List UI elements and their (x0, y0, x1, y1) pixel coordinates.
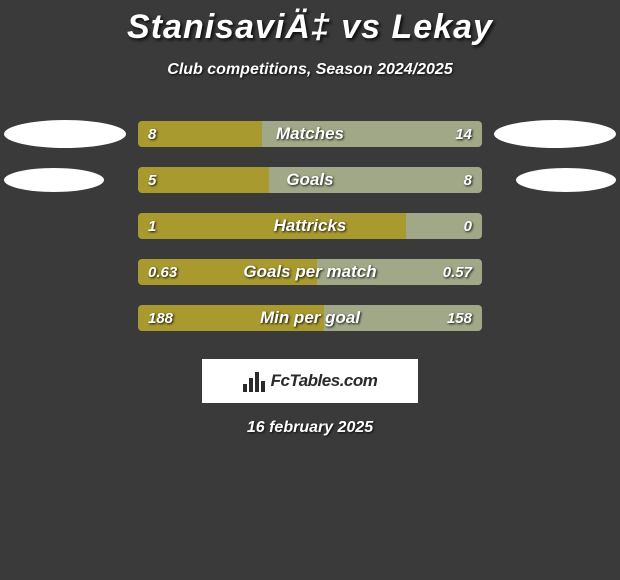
stat-bar-left (138, 121, 262, 147)
stat-bar-right (317, 259, 482, 285)
stat-row: 188Min per goal158 (10, 295, 610, 341)
page-title: StanisaviÄ‡ vs Lekay (0, 0, 620, 47)
stat-bar-right (269, 167, 482, 193)
stat-row: 0.63Goals per match0.57 (10, 249, 610, 295)
stat-bar-left (138, 259, 317, 285)
branding-text: FcTables.com (271, 371, 378, 391)
stat-bar-right (262, 121, 482, 147)
stat-bar-left (138, 167, 269, 193)
stat-bar: 0.63Goals per match0.57 (138, 259, 482, 285)
date-label: 16 february 2025 (0, 419, 620, 437)
stat-bar: 5Goals8 (138, 167, 482, 193)
stat-bar-right (406, 213, 482, 239)
bar-chart-icon (243, 370, 265, 392)
stat-bar-left (138, 305, 324, 331)
branding-box: FcTables.com (202, 359, 418, 403)
player-left-indicator (4, 168, 104, 192)
stat-bar: 188Min per goal158 (138, 305, 482, 331)
player-right-indicator (494, 120, 616, 148)
comparison-chart: 8Matches14 5Goals8 1Hattricks0 0.63Goals pe… (0, 111, 620, 341)
page-subtitle: Club competitions, Season 2024/2025 (0, 61, 620, 79)
stat-bar-left (138, 213, 406, 239)
stat-bar: 1Hattricks0 (138, 213, 482, 239)
player-right-indicator (516, 168, 616, 192)
stat-bar: 8Matches14 (138, 121, 482, 147)
player-left-indicator (4, 120, 126, 148)
stat-row: 1Hattricks0 (10, 203, 610, 249)
stat-bar-right (324, 305, 482, 331)
stat-row: 5Goals8 (10, 157, 610, 203)
stat-row: 8Matches14 (10, 111, 610, 157)
